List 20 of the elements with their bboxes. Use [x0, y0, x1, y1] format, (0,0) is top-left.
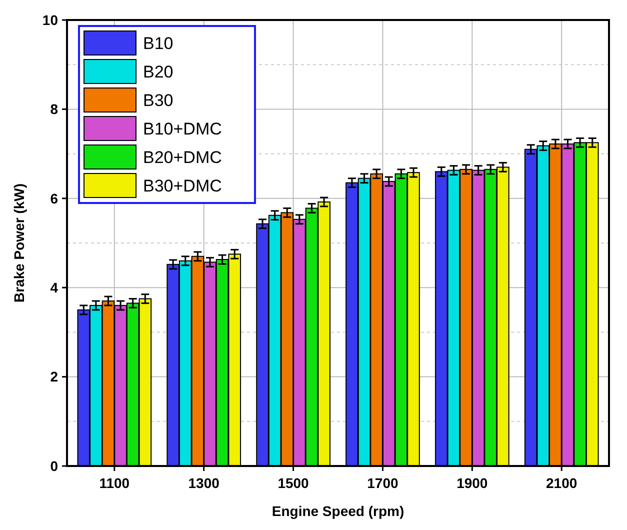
y-tick-label: 2: [50, 368, 58, 385]
x-tick-label: 1300: [188, 475, 220, 491]
legend-label: B20: [143, 62, 174, 82]
y-tick-label: 0: [50, 458, 58, 474]
y-tick-label: 6: [50, 190, 58, 206]
x-axis-title: Engine Speed (rpm): [272, 503, 404, 519]
legend-label: B30: [143, 90, 174, 110]
legend-label: B20+DMC: [143, 148, 222, 167]
y-axis-title: Brake Power (kW): [11, 183, 27, 303]
y-tick-label: 10: [42, 12, 58, 28]
legend-label: B10+DMC: [143, 119, 222, 138]
x-tick-label: 1500: [278, 475, 310, 491]
x-tick-label: 1900: [456, 475, 488, 491]
y-tick-label: 8: [50, 101, 58, 118]
legend-label: B10: [143, 34, 174, 53]
x-tick-label: 1100: [99, 475, 130, 491]
legend-label: B30+DMC: [143, 176, 222, 196]
x-tick-label: 1700: [367, 475, 398, 491]
x-tick-label: 2100: [546, 475, 578, 491]
y-tick-label: 4: [50, 280, 58, 296]
